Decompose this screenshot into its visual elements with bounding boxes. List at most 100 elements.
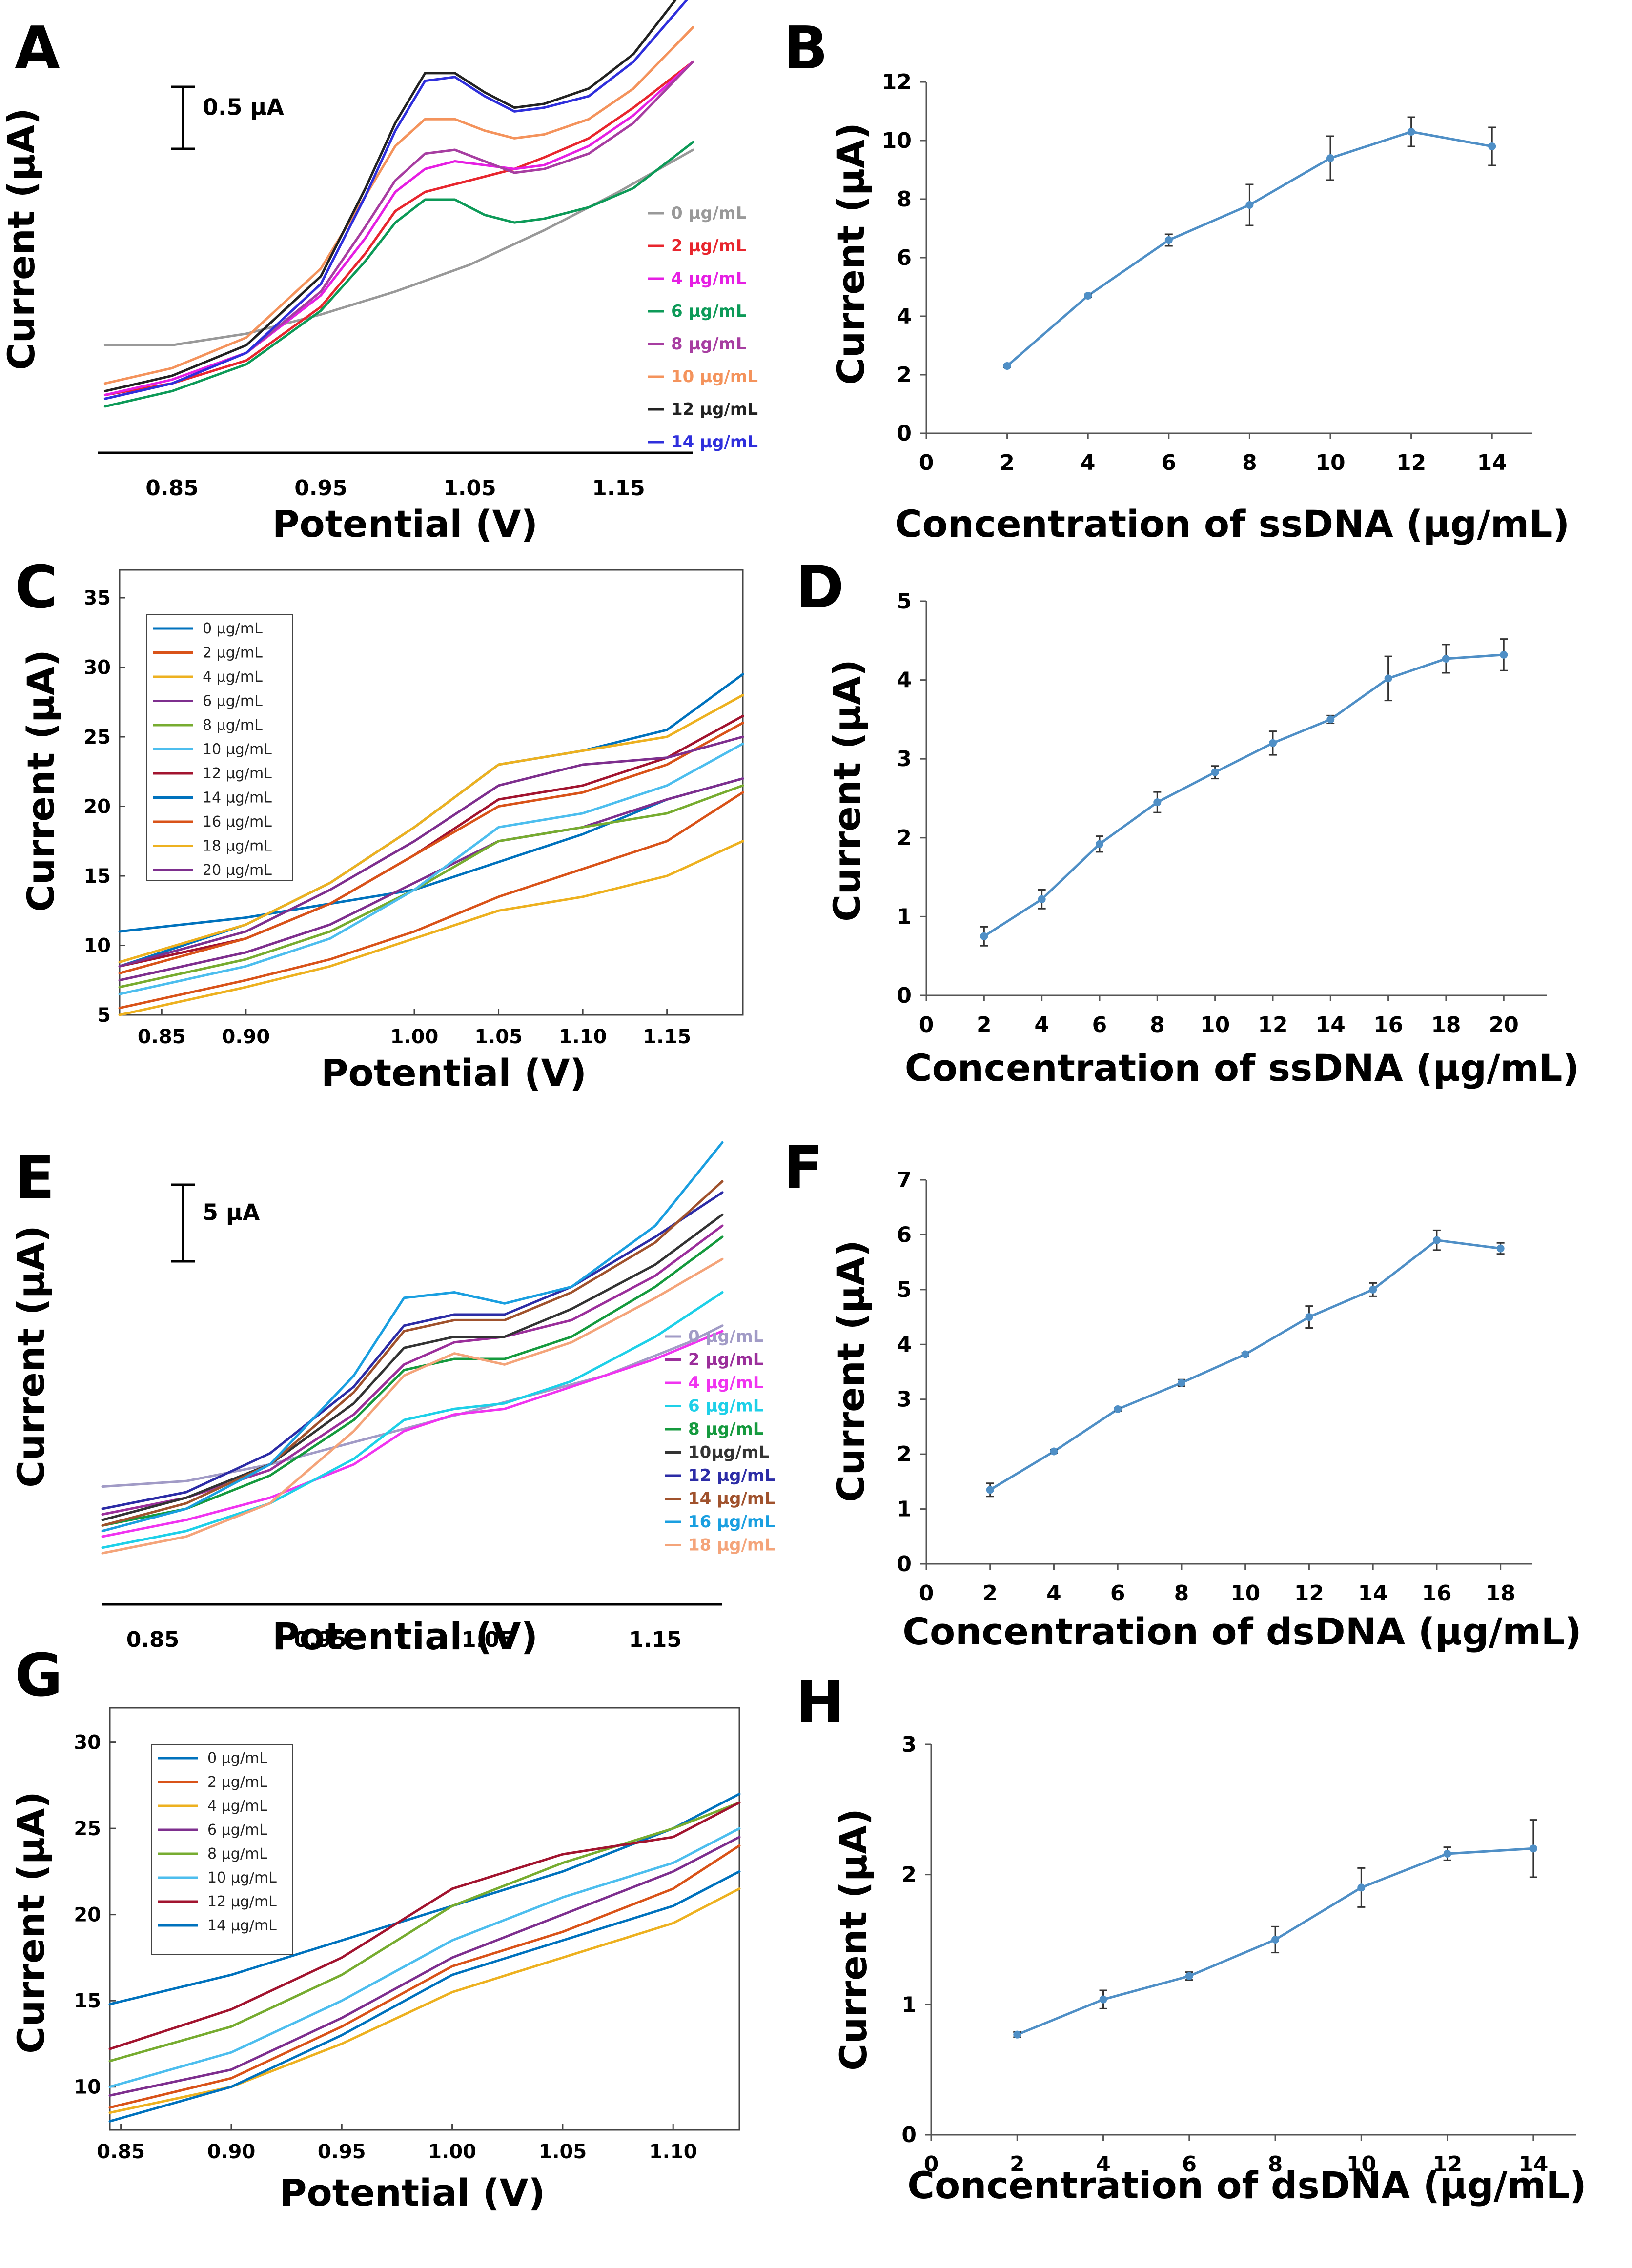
data-point — [980, 932, 988, 940]
y-tick-label: 1 — [897, 904, 912, 929]
data-point — [1326, 154, 1334, 162]
x-axis-title: Potential (V) — [280, 2171, 545, 2214]
legend-entry: 20 µg/mL — [203, 862, 272, 879]
y-tick-label: 6 — [897, 1222, 912, 1247]
x-tick-label: 0.85 — [145, 476, 199, 501]
legend-entry: 8 µg/mL — [688, 1419, 763, 1439]
data-point — [1095, 840, 1103, 848]
y-tick-label: 5 — [897, 589, 912, 614]
legend-entry: 0 µg/mL — [207, 1750, 267, 1767]
x-tick-label: 14 — [1358, 1581, 1388, 1606]
x-tick-label: 6 — [1161, 450, 1176, 475]
series-line-5 — [103, 26, 694, 385]
panel-letter-d: D — [796, 554, 844, 622]
x-tick-label: 1.15 — [643, 1026, 691, 1048]
data-point — [1369, 1285, 1377, 1294]
legend-entry: 0 µg/mL — [203, 620, 263, 637]
series-line-1 — [103, 60, 694, 396]
x-tick-label: 8 — [1268, 2152, 1283, 2177]
legend-entry: 10 µg/mL — [207, 1869, 277, 1886]
series-line-10 — [118, 735, 744, 968]
legend-entry: 2 µg/mL — [203, 645, 263, 662]
y-tick-label: 30 — [83, 657, 111, 679]
scale-bar-label: 5 µA — [203, 1199, 260, 1226]
x-tick-label: 6 — [1110, 1581, 1125, 1606]
x-tick-label: 2 — [977, 1012, 992, 1037]
scale-bar-label: 0.5 µA — [203, 94, 284, 121]
legend-entry: 4 µg/mL — [203, 668, 263, 686]
x-axis-title: Concentration of dsDNA (µg/mL) — [902, 1610, 1582, 1653]
series-line-3 — [108, 1836, 741, 2097]
x-tick-label: 18 — [1486, 1581, 1515, 1606]
data-point — [1241, 1350, 1249, 1358]
x-tick-label: 1.00 — [428, 2141, 476, 2163]
legend-entry: 10µg/mL — [688, 1443, 769, 1462]
x-tick-label: 0 — [919, 450, 934, 475]
y-tick-label: 2 — [901, 1863, 917, 1887]
x-tick-label: 2 — [982, 1581, 998, 1606]
x-tick-label: 12 — [1258, 1012, 1287, 1037]
legend-entry: 4 µg/mL — [671, 269, 746, 288]
series-line-5 — [101, 1213, 724, 1521]
x-tick-label: 0 — [919, 1581, 934, 1606]
legend-entry: 10 µg/mL — [203, 741, 272, 758]
y-tick-label: 5 — [97, 1004, 111, 1027]
y-axis-title: Current (µA) — [9, 1791, 53, 2054]
series-line-8 — [101, 1141, 724, 1533]
series-line-6 — [101, 1191, 724, 1510]
y-tick-label: 0 — [901, 2123, 917, 2147]
legend-entry: 2 µg/mL — [671, 236, 746, 256]
series-line-1 — [101, 1224, 724, 1516]
series-line-2 — [103, 60, 694, 396]
legend-entry: 2 µg/mL — [207, 1774, 267, 1791]
data-point — [1443, 1850, 1451, 1858]
legend-entry: 0 µg/mL — [671, 203, 746, 223]
y-tick-label: 1 — [901, 1992, 917, 2017]
x-tick-label: 14 — [1477, 450, 1507, 475]
data-point — [1268, 739, 1277, 747]
series-line-9 — [101, 1257, 724, 1555]
y-tick-label: 35 — [83, 587, 111, 609]
y-tick-label: 25 — [74, 1818, 101, 1840]
legend-entry: 4 µg/mL — [688, 1373, 763, 1393]
x-tick-label: 2 — [1010, 2152, 1025, 2177]
x-tick-label: 14 — [1518, 2152, 1548, 2177]
x-tick-label: 14 — [1316, 1012, 1346, 1037]
plot-frame — [109, 1707, 740, 2131]
y-tick-label: 4 — [897, 1332, 912, 1357]
legend-box — [151, 1744, 293, 1955]
chart-e: 0.85 0.95 1.05 1.15 Potential (V) Current (µA… — [9, 1141, 775, 1658]
panel-letter-a: A — [15, 15, 60, 82]
panel-letter-e: E — [15, 1144, 55, 1212]
x-tick-label: 1.05 — [461, 1627, 514, 1652]
x-tick-label: 10 — [1230, 1581, 1260, 1606]
data-point — [1529, 1844, 1537, 1853]
y-tick-label: 8 — [897, 187, 912, 212]
data-point — [1442, 654, 1450, 663]
legend-entry: 18 µg/mL — [688, 1536, 775, 1555]
series-line-1 — [108, 1844, 741, 2109]
x-tick-label: 10 — [1346, 2152, 1376, 2177]
legend-entry: 8 µg/mL — [207, 1845, 267, 1863]
data-point — [1099, 1995, 1107, 2004]
y-tick-label: 20 — [74, 1904, 101, 1926]
series-line-9 — [118, 694, 744, 964]
y-tick-label: 10 — [83, 935, 111, 957]
x-tick-label: 8 — [1174, 1581, 1189, 1606]
series-line-3 — [118, 777, 744, 982]
y-axis-title: Current (µA) — [832, 1808, 875, 2071]
x-tick-label: 0.90 — [207, 2141, 256, 2163]
y-tick-label: 3 — [897, 747, 912, 771]
legend-entry: 8 µg/mL — [203, 717, 263, 734]
x-tick-label: 16 — [1422, 1581, 1451, 1606]
x-tick-label: 0 — [919, 1012, 934, 1037]
x-tick-label: 4 — [1096, 2152, 1111, 2177]
series-line-7 — [101, 1180, 724, 1527]
x-axis-title: Concentration of dsDNA (µg/mL) — [907, 2164, 1587, 2207]
data-point — [1211, 768, 1219, 776]
panel-letter-c: C — [15, 554, 58, 622]
x-tick-label: 1.15 — [592, 476, 645, 501]
